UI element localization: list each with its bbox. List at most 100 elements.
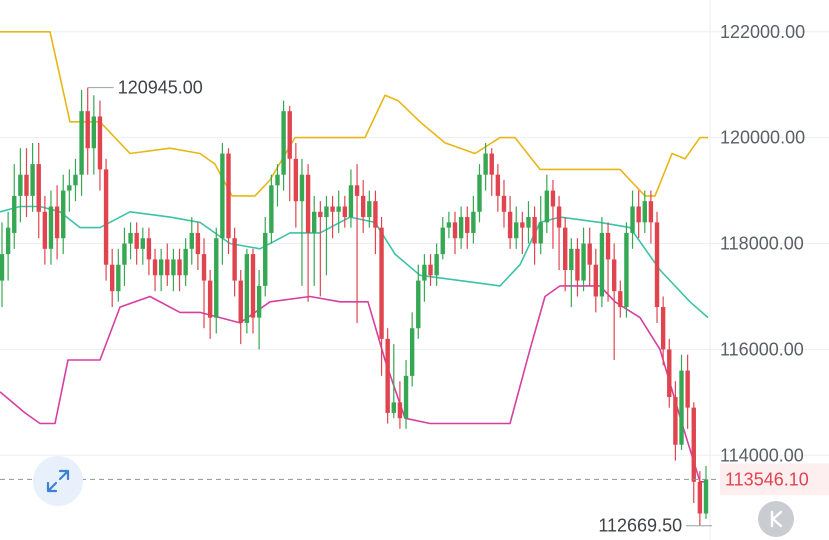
candle <box>495 164 501 212</box>
candle <box>152 248 158 292</box>
candle <box>477 164 482 223</box>
candle <box>544 174 550 233</box>
candle <box>85 87 90 175</box>
y-tick-label: 114000.00 <box>720 445 804 465</box>
candle <box>293 142 299 228</box>
k-logo-button[interactable] <box>758 501 794 537</box>
candle <box>97 100 103 191</box>
candle <box>648 190 654 244</box>
candle <box>305 164 311 302</box>
candle <box>624 222 629 318</box>
y-tick-label: 120000.00 <box>720 128 805 148</box>
expand-chart-button[interactable] <box>33 456 83 506</box>
candle <box>501 180 507 228</box>
candle <box>263 217 268 297</box>
candle <box>422 254 427 302</box>
candle <box>667 338 672 408</box>
candle <box>183 238 188 286</box>
candle <box>679 354 684 450</box>
candle <box>238 270 243 345</box>
current-price-line: 113546.10 <box>0 463 829 496</box>
candle <box>146 227 152 276</box>
candle <box>526 201 531 244</box>
candle <box>287 105 292 202</box>
candle <box>244 248 250 334</box>
min-price-label: 112669.50 <box>598 516 682 536</box>
y-axis-ticks: 122000.00 120000.00 118000.00 116000.00 1140… <box>720 22 805 466</box>
candle <box>483 142 488 191</box>
candles <box>0 87 709 526</box>
candle <box>569 238 574 308</box>
candle <box>226 148 231 255</box>
candle <box>660 296 666 366</box>
candle <box>116 248 121 302</box>
candle <box>354 164 360 323</box>
candle <box>611 243 617 360</box>
candle <box>428 254 433 286</box>
lower-band-line <box>0 285 708 483</box>
candle <box>177 248 182 292</box>
candle <box>318 201 323 297</box>
candle <box>12 164 17 249</box>
candle <box>312 195 317 286</box>
candle <box>397 381 403 429</box>
candle <box>79 90 84 196</box>
candle <box>140 227 145 265</box>
candle <box>128 222 133 260</box>
candle <box>220 142 225 265</box>
candle <box>538 195 543 255</box>
candle <box>109 248 115 308</box>
candle <box>575 238 580 297</box>
candle <box>122 227 127 286</box>
candle <box>520 211 525 255</box>
candle <box>685 354 690 429</box>
candle <box>416 264 421 339</box>
candle <box>342 195 348 228</box>
candle <box>214 227 219 334</box>
extreme-markers: 120945.00 112669.50 <box>87 78 713 536</box>
candle <box>605 222 611 302</box>
candle <box>5 211 11 281</box>
candle <box>48 190 54 265</box>
upper-band-line <box>0 31 708 197</box>
candle <box>324 195 329 276</box>
candle <box>61 174 66 255</box>
candle <box>165 243 170 286</box>
candle <box>360 180 366 233</box>
candle <box>556 195 562 270</box>
candle <box>465 206 470 249</box>
candle <box>440 217 445 260</box>
candle <box>703 465 709 519</box>
candle <box>471 195 476 244</box>
candle <box>563 217 568 292</box>
expand-arrows-icon <box>46 469 70 493</box>
candle <box>250 248 256 334</box>
candle <box>532 206 537 265</box>
candle <box>54 185 60 260</box>
y-tick-label: 118000.00 <box>720 234 804 254</box>
candle <box>91 95 97 175</box>
candle <box>630 190 635 249</box>
candle <box>195 222 201 270</box>
candle <box>514 206 519 249</box>
candle <box>599 217 605 308</box>
candle <box>593 248 599 313</box>
candle <box>348 169 354 228</box>
candle <box>458 206 464 249</box>
candle <box>391 344 396 419</box>
candle <box>103 158 109 281</box>
candle <box>30 142 35 212</box>
current-price-label: 113546.10 <box>725 469 809 489</box>
k-letter-icon <box>770 510 783 528</box>
candle <box>587 227 592 286</box>
candle <box>636 190 641 239</box>
candle <box>336 190 341 233</box>
candle <box>367 190 372 228</box>
candle <box>171 248 176 292</box>
middle-band-line <box>0 205 709 319</box>
candle <box>36 142 41 239</box>
candle <box>189 217 194 265</box>
candle <box>256 270 262 350</box>
candle <box>489 148 494 196</box>
candle <box>697 471 703 526</box>
